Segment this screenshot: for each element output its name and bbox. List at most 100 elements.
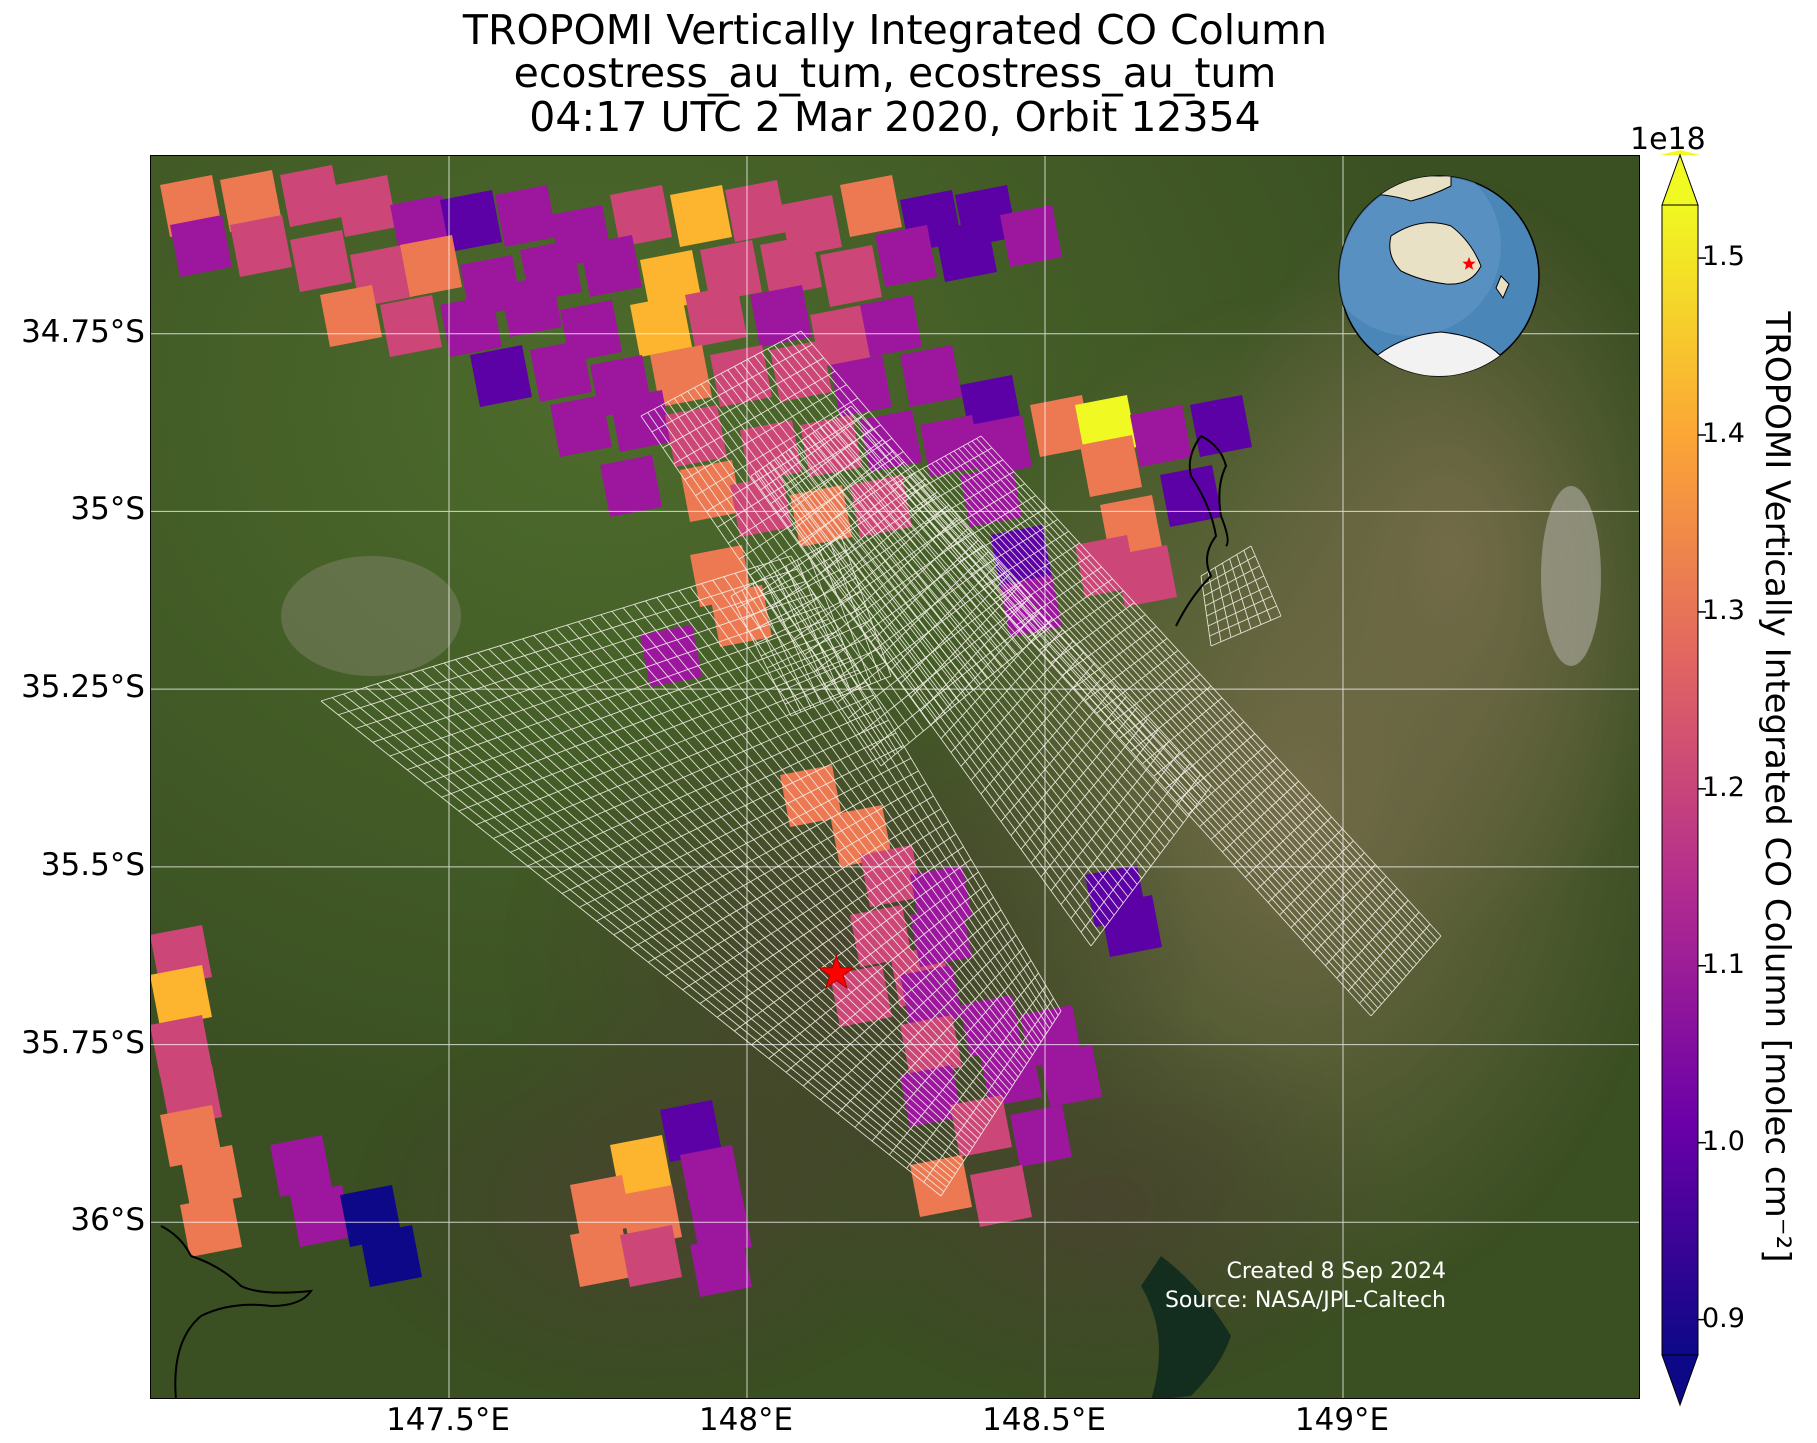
- basemap-terrain: [281, 176, 1639, 1398]
- map-title-line-1: TROPOMI Vertically Integrated CO Column: [462, 6, 1328, 54]
- new-zealand-shape: [1495, 275, 1510, 300]
- map-title-line-3: 04:17 UTC 2 Mar 2020, Orbit 12354: [529, 93, 1261, 141]
- map-title-line-2: ecostress_au_tum, ecostress_au_tum: [513, 49, 1277, 97]
- co-pixel: [530, 340, 592, 402]
- co-pixel: [665, 405, 727, 467]
- co-pixel: [320, 285, 382, 347]
- globe-star-marker: [1462, 257, 1476, 270]
- co-pixel: [950, 1095, 1012, 1157]
- co-pixel: [920, 415, 982, 477]
- lat-tick-label: 35°S: [70, 491, 145, 528]
- co-pixel: [750, 285, 812, 347]
- co-pixel: [170, 215, 232, 277]
- co-pixel: [660, 1100, 722, 1162]
- map-panel[interactable]: Created 8 Sep 2024 Source: NASA/JPL-Calt…: [150, 155, 1640, 1399]
- co-pixel: [610, 390, 672, 452]
- colorbar-gradient: [1661, 204, 1699, 1356]
- co-pixel: [440, 190, 502, 252]
- co-pixel: [1100, 895, 1162, 957]
- co-pixel: [680, 460, 742, 522]
- colorbar-tick-label: 1.3: [1702, 594, 1745, 626]
- co-pixel: [760, 235, 822, 297]
- co-pixel: [610, 185, 672, 247]
- co-pixel: [830, 355, 892, 417]
- co-pixel: [1130, 405, 1192, 467]
- co-pixel: [740, 420, 802, 482]
- colorbar-tick-label: 1.2: [1702, 771, 1745, 803]
- lon-tick-label: 148.5°E: [982, 1402, 1106, 1438]
- colorbar-extension-min: [1661, 1354, 1699, 1407]
- co-pixel: [830, 805, 892, 867]
- co-pixel: [290, 1185, 352, 1247]
- colorbar-tick-label: 1.4: [1702, 418, 1745, 449]
- co-pixel: [910, 905, 972, 967]
- co-pixel: [640, 625, 702, 687]
- lat-tick-label: 35.25°S: [21, 669, 145, 706]
- footprint-mesh: [750, 405, 1212, 947]
- co-pixel: [180, 1145, 242, 1207]
- co-pixel: [1080, 435, 1142, 497]
- map-canvas: [151, 156, 1639, 1398]
- co-pixel: [910, 1155, 972, 1217]
- colorbar-tick-label: 1.5: [1702, 241, 1745, 273]
- co-pixel: [290, 230, 352, 292]
- lon-tick-label: 148°E: [698, 1402, 794, 1438]
- colorbar-exponent: 1e18: [1630, 122, 1706, 157]
- co-pixel: [151, 1015, 212, 1077]
- co-pixel: [1040, 1045, 1102, 1107]
- lat-tick-label: 35.5°S: [40, 846, 145, 883]
- co-pixel: [220, 170, 282, 232]
- lon-tick-label: 147.5°E: [386, 1402, 510, 1438]
- colorbar-tick-label: 1.0: [1702, 1125, 1745, 1157]
- co-pixel: [500, 275, 562, 337]
- site-star-marker: [817, 953, 856, 990]
- co-pixel: [820, 245, 882, 307]
- co-pixel: [1115, 545, 1177, 607]
- co-pixel: [670, 185, 732, 247]
- footprint-mesh: [320, 555, 1062, 1197]
- lat-tick-label: 35.75°S: [21, 1024, 145, 1061]
- co-pixel: [970, 415, 1032, 477]
- co-pixel: [810, 305, 872, 367]
- australia-shape: [1389, 222, 1482, 285]
- footprint-mesh: [890, 435, 1442, 1017]
- co-pixel: [620, 1225, 682, 1287]
- co-pixel: [380, 295, 442, 357]
- co-pixel: [570, 1175, 632, 1237]
- colorbar-tick-label: 0.9: [1702, 1302, 1745, 1334]
- ecostress-footprint-grid: [320, 330, 1442, 1197]
- lat-tick-label: 36°S: [70, 1202, 145, 1239]
- co-pixel: [151, 965, 212, 1027]
- co-pixel: [360, 1225, 422, 1287]
- lake-outline-southwest: [160, 1225, 314, 1398]
- co-pixel: [690, 1235, 752, 1297]
- co-pixel: [335, 175, 397, 237]
- co-pixel: [550, 395, 612, 457]
- colorbar-tick-label: 1.1: [1702, 948, 1745, 980]
- co-pixel: [900, 345, 962, 407]
- co-pixel: [1000, 205, 1062, 267]
- co-pixel: [960, 465, 1022, 527]
- lake-outline-east: [1175, 435, 1229, 627]
- co-pixel: [1190, 395, 1252, 457]
- co-pixel: [935, 220, 997, 282]
- co-pixel: [600, 455, 662, 517]
- co-pixel: [400, 235, 462, 297]
- co-pixel: [860, 295, 922, 357]
- footprint-mesh: [1200, 545, 1282, 647]
- lon-tick-label: 149°E: [1294, 1402, 1390, 1438]
- co-pixel: [180, 1195, 242, 1257]
- co-pixel: [725, 180, 787, 242]
- co-pixel: [685, 285, 747, 347]
- co-pixel: [440, 295, 502, 357]
- co-pixel: [680, 1145, 742, 1207]
- co-pixel: [900, 1065, 962, 1127]
- co-pixel: [970, 1165, 1032, 1227]
- co-pixel: [230, 215, 292, 277]
- co-pixel: [280, 165, 342, 227]
- co-pixel: [630, 295, 692, 357]
- lat-tick-label: 34.75°S: [21, 313, 145, 350]
- created-date-text: Created 8 Sep 2024: [1226, 1259, 1447, 1284]
- credits-block: Created 8 Sep 2024 Source: NASA/JPL-Calt…: [1165, 1257, 1446, 1315]
- co-pixel: [570, 1225, 632, 1287]
